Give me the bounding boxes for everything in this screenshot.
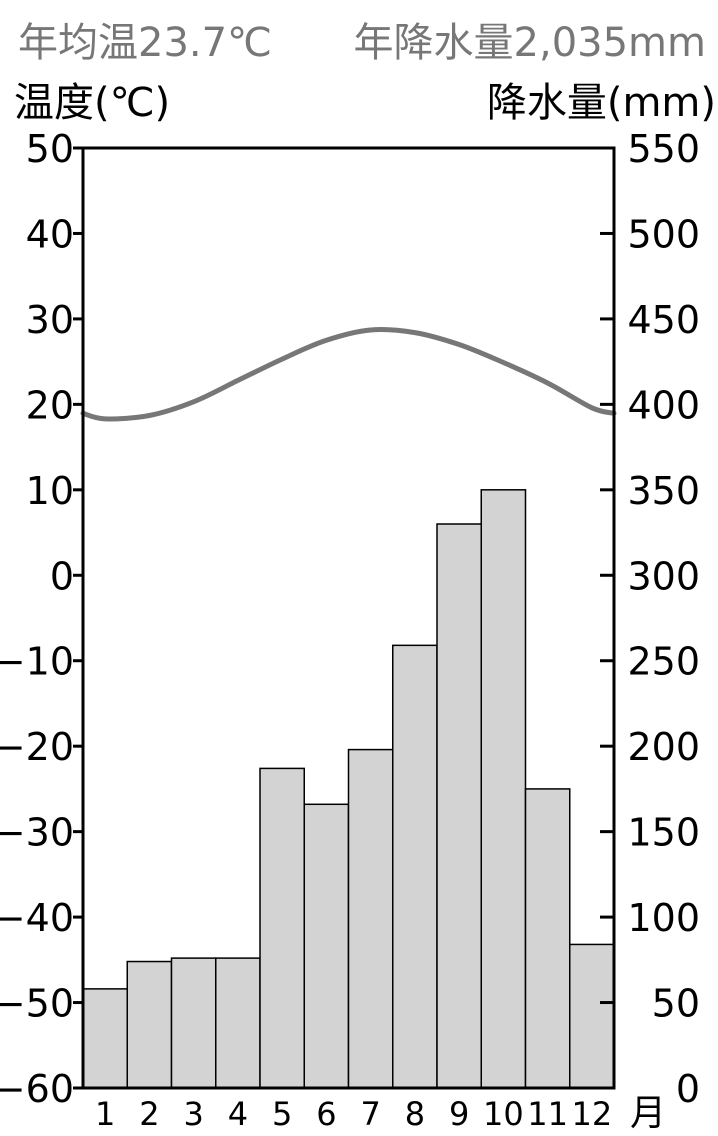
month-label: 1 (95, 1095, 115, 1133)
left-tick-label: 50 (26, 127, 74, 171)
precipitation-bar-2 (126, 960, 173, 1089)
precipitation-bar-11 (524, 788, 571, 1089)
precipitation-bar-9 (436, 523, 482, 1089)
precipitation-bars (82, 489, 615, 1089)
month-label: 10 (483, 1095, 524, 1133)
right-tick-label: 350 (627, 469, 700, 513)
left-tick-label: −50 (0, 982, 74, 1026)
month-label: 2 (139, 1095, 159, 1133)
right-tick-label: 550 (627, 127, 700, 171)
annual-average-temperature: 年均温23.7℃ (18, 20, 272, 66)
precipitation-bar-8 (392, 644, 438, 1089)
right-tick-label: 500 (627, 212, 700, 256)
left-tick-label: 20 (26, 383, 74, 427)
precipitation-bar-5 (259, 767, 305, 1089)
axis-tick-labels: 50403020100−10−20−30−40−50−6055050045040… (0, 127, 700, 1134)
axis-ticks (73, 146, 614, 1090)
left-tick-label: −30 (0, 811, 74, 855)
left-axis-label: 温度(℃) (14, 80, 170, 126)
month-label: 8 (405, 1095, 425, 1133)
right-tick-label: 0 (676, 1067, 700, 1111)
month-label: 12 (572, 1095, 613, 1133)
month-label: 11 (527, 1095, 568, 1133)
left-tick-label: −60 (0, 1067, 74, 1111)
precipitation-bar-6 (303, 803, 350, 1089)
right-tick-label: 400 (627, 383, 700, 427)
precipitation-bar-10 (480, 489, 527, 1089)
plot-area-frame (81, 146, 616, 1090)
right-tick-label: 450 (627, 298, 700, 342)
annual-precipitation: 年降水量2,035mm (354, 20, 706, 66)
left-tick-label: 0 (50, 554, 74, 598)
right-tick-label: 250 (627, 640, 700, 684)
right-tick-label: 100 (627, 896, 700, 940)
month-label: 7 (360, 1095, 380, 1133)
left-tick-label: 40 (26, 212, 74, 256)
left-tick-label: −40 (0, 896, 74, 940)
left-tick-label: −20 (0, 725, 74, 769)
month-label: 4 (228, 1095, 248, 1133)
left-tick-label: 10 (26, 469, 74, 513)
month-label: 5 (272, 1095, 292, 1133)
right-axis-label: 降水量(mm) (487, 80, 716, 126)
right-tick-label: 300 (627, 554, 700, 598)
precipitation-bar-1 (82, 988, 128, 1089)
precipitation-bar-12 (569, 943, 615, 1089)
right-tick-label: 200 (627, 725, 700, 769)
right-tick-label: 150 (627, 811, 700, 855)
left-tick-label: 30 (26, 298, 74, 342)
right-tick-label: 50 (652, 982, 700, 1026)
temperature-line (80, 327, 617, 422)
precipitation-bar-4 (215, 957, 261, 1089)
x-axis-label: 月 (630, 1093, 666, 1134)
precipitation-bar-3 (170, 957, 217, 1089)
month-label: 3 (183, 1095, 203, 1133)
month-label: 9 (449, 1095, 469, 1133)
left-tick-label: −10 (0, 640, 74, 684)
precipitation-bar-7 (347, 748, 394, 1089)
month-label: 6 (316, 1095, 336, 1133)
